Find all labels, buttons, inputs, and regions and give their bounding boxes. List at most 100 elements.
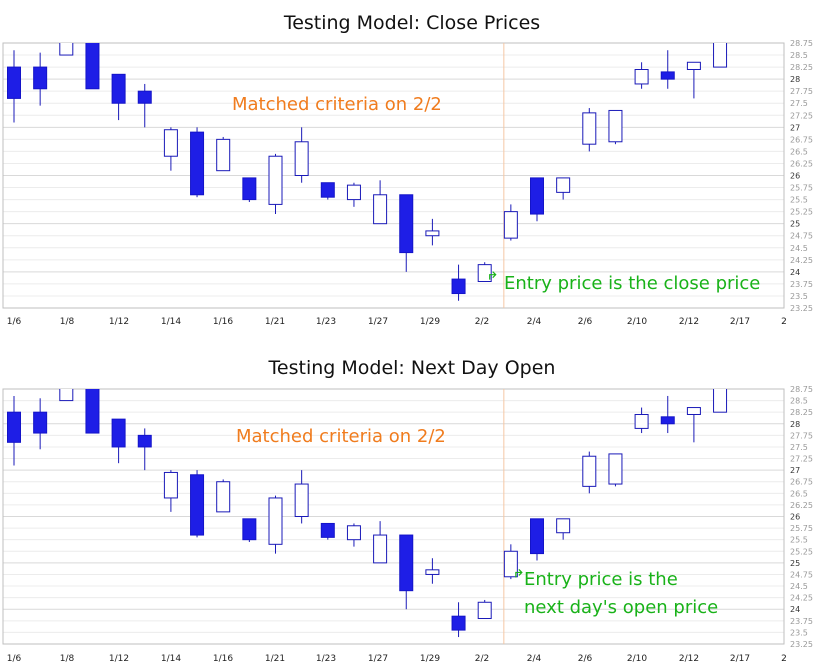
candle-up bbox=[686, 61, 701, 71]
y-tick-label: 27.25 bbox=[790, 455, 813, 464]
x-tick-label: 2/2 bbox=[475, 317, 489, 327]
candle-up bbox=[163, 129, 178, 157]
candle-up bbox=[373, 194, 388, 225]
criteria-annotation: Matched criteria on 2/2 bbox=[236, 426, 446, 447]
candle-up bbox=[713, 43, 728, 68]
candle-down bbox=[33, 411, 48, 434]
y-tick-label: 28.25 bbox=[790, 63, 813, 72]
y-tick-label: 24.25 bbox=[790, 256, 813, 265]
y-tick-label: 27.75 bbox=[790, 431, 813, 440]
candle-up bbox=[582, 455, 597, 487]
y-tick-label: 27.5 bbox=[790, 99, 808, 108]
candle-down bbox=[7, 66, 21, 99]
y-tick-label: 26.75 bbox=[790, 478, 813, 487]
candle-up bbox=[294, 483, 309, 517]
x-tick-label: 2/6 bbox=[578, 654, 593, 664]
y-tick-label: 27 bbox=[790, 466, 800, 475]
y-tick-label: 25.25 bbox=[790, 208, 813, 217]
y-tick-label: 28.25 bbox=[790, 408, 813, 417]
plot-frame bbox=[2, 388, 785, 645]
candle-up bbox=[373, 534, 388, 564]
candle-down bbox=[530, 518, 544, 555]
x-tick-label: 1/29 bbox=[420, 654, 440, 664]
entry-arrow-icon bbox=[515, 569, 523, 578]
plot-frame bbox=[2, 42, 785, 309]
candle-down bbox=[7, 411, 21, 443]
candle-down bbox=[242, 518, 257, 541]
x-tick-label: 2/12 bbox=[679, 654, 699, 664]
candle-up bbox=[634, 69, 649, 85]
candle-down bbox=[85, 389, 100, 434]
x-tick-label: 2/10 bbox=[627, 654, 647, 664]
candle-down bbox=[451, 278, 466, 295]
y-tick-label: 25 bbox=[790, 220, 800, 229]
candle-down bbox=[111, 418, 126, 448]
y-tick-label: 23.75 bbox=[790, 280, 813, 289]
chart-title: Testing Model: Close Prices bbox=[283, 12, 540, 34]
y-tick-label: 28.75 bbox=[790, 39, 813, 48]
candle-up bbox=[556, 177, 571, 193]
x-tick-label: 1/16 bbox=[213, 654, 233, 664]
y-tick-label: 27.5 bbox=[790, 443, 808, 452]
y-tick-label: 28 bbox=[790, 75, 800, 84]
candle-up bbox=[477, 601, 492, 619]
x-tick-label: 1/29 bbox=[420, 317, 440, 327]
x-tick-label: 1/23 bbox=[316, 654, 336, 664]
candle-up bbox=[503, 211, 518, 239]
y-tick-label: 26.25 bbox=[790, 501, 813, 510]
candle-up bbox=[294, 141, 309, 176]
candle-up bbox=[268, 155, 283, 205]
y-tick-label: 23.75 bbox=[790, 617, 813, 626]
y-tick-label: 24.5 bbox=[790, 244, 808, 253]
x-tick-label: 2/17 bbox=[730, 654, 750, 664]
candle-up bbox=[556, 518, 571, 534]
entry-arrow-icon bbox=[489, 271, 497, 280]
candle-up bbox=[216, 138, 231, 172]
candle-down bbox=[242, 177, 257, 201]
y-tick-label: 25.75 bbox=[790, 184, 813, 193]
y-tick-label: 26.5 bbox=[790, 147, 808, 156]
y-tick-label: 24 bbox=[790, 268, 800, 277]
y-tick-label: 24.75 bbox=[790, 232, 813, 241]
candle-up bbox=[346, 184, 361, 201]
x-tick-label: 2 bbox=[781, 654, 787, 664]
x-tick-label: 2/2 bbox=[475, 654, 489, 664]
candle-down bbox=[137, 90, 152, 104]
x-tick-label: 1/21 bbox=[265, 317, 285, 327]
candles bbox=[7, 43, 728, 301]
candle-down bbox=[660, 71, 675, 80]
candle-up bbox=[713, 389, 728, 413]
candle-down bbox=[660, 416, 675, 425]
candle-up bbox=[686, 407, 701, 415]
candle-up bbox=[216, 481, 231, 513]
y-tick-label: 26 bbox=[790, 513, 800, 522]
x-tick-label: 2/12 bbox=[679, 317, 699, 327]
x-tick-label: 2 bbox=[781, 317, 787, 327]
candle-up bbox=[477, 264, 492, 282]
y-tick-label: 27 bbox=[790, 123, 800, 132]
y-tick-label: 26 bbox=[790, 172, 800, 181]
y-tick-label: 28 bbox=[790, 420, 800, 429]
candle-down bbox=[320, 522, 335, 538]
x-tick-label: 1/21 bbox=[265, 654, 285, 664]
candle-up bbox=[268, 497, 283, 545]
candles bbox=[7, 389, 728, 638]
candle-down bbox=[111, 73, 126, 104]
entry-annotation: next day's open price bbox=[524, 597, 718, 618]
candle-down bbox=[85, 43, 100, 90]
y-tick-label: 28.5 bbox=[790, 51, 808, 60]
y-tick-label: 25.5 bbox=[790, 196, 808, 205]
candle-down bbox=[399, 534, 414, 592]
candle-up bbox=[608, 453, 623, 485]
y-tick-label: 23.5 bbox=[790, 292, 808, 301]
candle-down bbox=[190, 131, 205, 196]
candle-down bbox=[190, 474, 205, 536]
candle-up bbox=[425, 569, 440, 575]
y-tick-label: 27.25 bbox=[790, 111, 813, 120]
y-tick-label: 27.75 bbox=[790, 87, 813, 96]
candle-up bbox=[59, 389, 74, 402]
y-tick-label: 26.75 bbox=[790, 135, 813, 144]
y-tick-label: 23.25 bbox=[790, 640, 813, 649]
